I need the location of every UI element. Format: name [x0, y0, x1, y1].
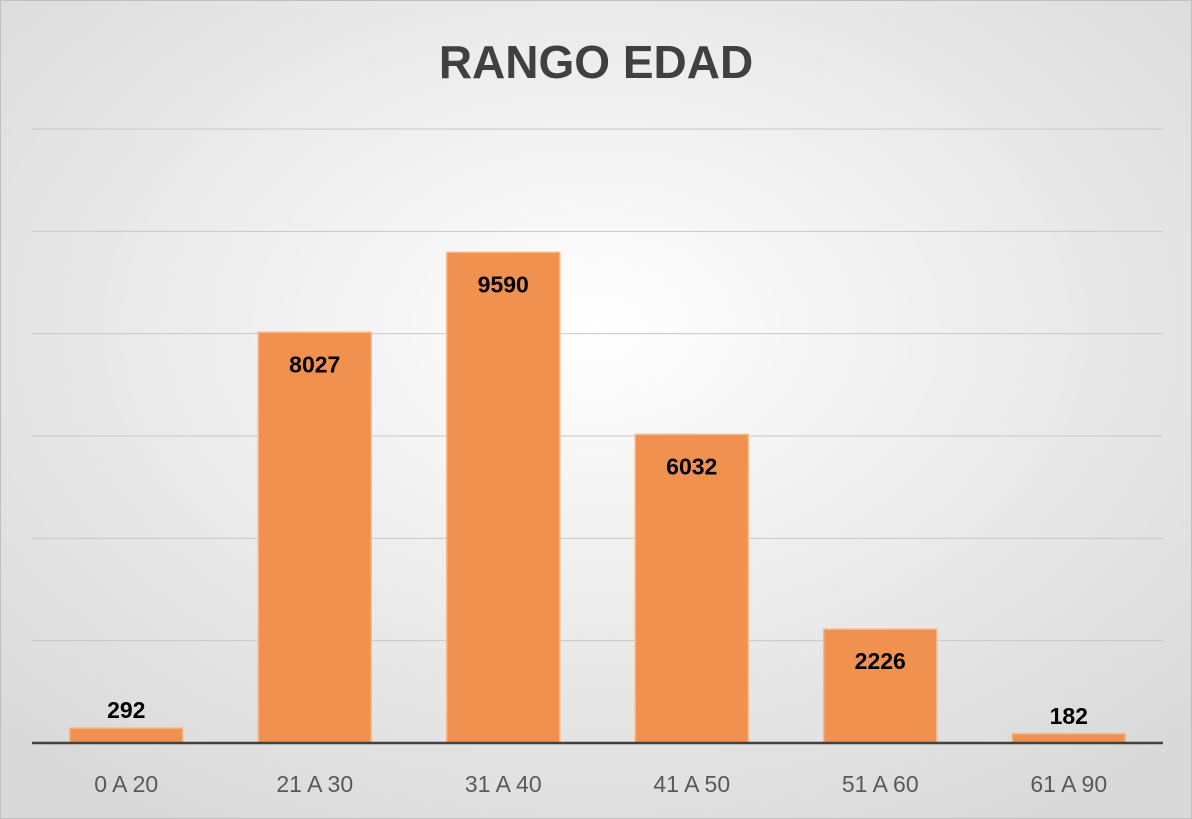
x-tick-label: 0 A 20 — [94, 771, 158, 797]
bar — [445, 251, 561, 744]
bar — [257, 331, 373, 744]
data-label: 182 — [1050, 703, 1088, 729]
bar — [822, 628, 938, 744]
data-label: 292 — [107, 697, 145, 723]
x-tick-label: 61 A 90 — [1030, 771, 1107, 797]
x-tick-label: 31 A 40 — [465, 771, 542, 797]
x-tick-label: 51 A 60 — [842, 771, 919, 797]
bar — [634, 433, 750, 744]
chart-title: RANGO EDAD — [439, 36, 753, 88]
bar — [68, 727, 184, 744]
data-label: 2226 — [855, 648, 906, 674]
x-tick-label: 21 A 30 — [276, 771, 353, 797]
data-label: 9590 — [478, 271, 529, 297]
bar — [1011, 732, 1127, 744]
data-label: 6032 — [666, 453, 717, 479]
x-tick-label: 41 A 50 — [653, 771, 730, 797]
data-label: 8027 — [289, 351, 340, 377]
